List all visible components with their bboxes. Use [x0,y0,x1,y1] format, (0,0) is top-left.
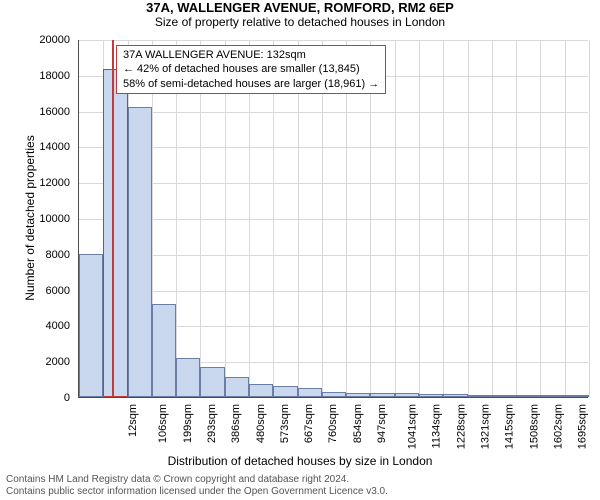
gridline-h [79,291,588,292]
y-tick-label: 10000 [0,213,70,225]
x-tick-label: 1695sqm [577,404,589,449]
histogram-bar [79,254,103,397]
callout-box: 37A WALLENGER AVENUE: 132sqm ← 42% of de… [116,45,386,94]
x-tick-label: 293sqm [206,404,218,443]
x-tick-label: 760sqm [328,404,340,443]
gridline-v [395,40,396,397]
y-tick-label: 2000 [0,356,70,368]
x-tick-label: 199sqm [182,404,194,443]
histogram-bar [419,394,443,397]
histogram-bar [128,107,152,397]
y-tick-label: 0 [0,392,70,404]
histogram-bar [565,395,589,397]
histogram-bar [322,392,346,397]
x-tick-label: 1321sqm [479,404,491,449]
x-tick-label: 667sqm [303,404,315,443]
x-axis-label: Distribution of detached houses by size … [0,454,600,468]
y-tick-label: 16000 [0,106,70,118]
callout-line3: 58% of semi-detached houses are larger (… [123,77,379,91]
y-tick-label: 20000 [0,34,70,46]
x-tick-label: 386sqm [230,404,242,443]
y-tick-label: 6000 [0,285,70,297]
histogram-bar [249,384,273,397]
histogram-bar [370,393,394,397]
y-tick-label: 18000 [0,70,70,82]
callout-line1: 37A WALLENGER AVENUE: 132sqm [123,48,379,62]
x-tick-label: 1134sqm [430,404,442,448]
reference-line [112,40,114,397]
histogram-bar [298,388,322,397]
histogram-bar [492,395,516,397]
y-tick-label: 12000 [0,177,70,189]
gridline-h [79,255,588,256]
chart-container: { "title": "37A, WALLENGER AVENUE, ROMFO… [0,0,600,500]
histogram-bar [346,393,370,397]
x-tick-label: 854sqm [352,404,364,443]
gridline-h [79,40,588,41]
gridline-v [443,40,444,397]
histogram-bar [225,377,249,397]
histogram-bar [468,395,492,397]
histogram-bar [200,367,224,397]
chart-title: 37A, WALLENGER AVENUE, ROMFORD, RM2 6EP [0,0,600,15]
chart-subtitle: Size of property relative to detached ho… [0,15,600,29]
x-tick-label: 1508sqm [528,404,540,449]
x-tick-label: 480sqm [255,404,267,443]
gridline-h [79,147,588,148]
x-tick-label: 1228sqm [455,404,467,449]
x-tick-label: 1602sqm [552,404,564,449]
gridline-v [540,40,541,397]
gridline-h [79,112,588,113]
gridline-v [468,40,469,397]
gridline-v [589,40,590,397]
histogram-bar [152,304,176,397]
footer-line2: Contains public sector information licen… [6,486,594,498]
gridline-v [419,40,420,397]
y-tick-label: 8000 [0,249,70,261]
footer-line1: Contains HM Land Registry data © Crown c… [6,474,594,486]
histogram-bar [395,393,419,397]
x-tick-label: 1041sqm [407,404,419,449]
y-tick-label: 4000 [0,320,70,332]
x-tick-label: 573sqm [279,404,291,443]
histogram-bar [540,395,564,397]
gridline-v [565,40,566,397]
histogram-bar [516,395,540,397]
x-tick-label: 106sqm [158,404,170,443]
gridline-h [79,219,588,220]
gridline-h [79,183,588,184]
histogram-bar [443,394,467,397]
gridline-v [492,40,493,397]
x-tick-label: 1415sqm [504,404,516,449]
x-tick-label: 12sqm [127,404,139,437]
gridline-v [516,40,517,397]
y-tick-label: 14000 [0,141,70,153]
footer: Contains HM Land Registry data © Crown c… [0,474,600,498]
histogram-bar [273,386,297,397]
histogram-bar [176,358,200,397]
histogram-bar [103,69,127,397]
x-tick-label: 947sqm [376,404,388,443]
callout-line2: ← 42% of detached houses are smaller (13… [123,62,379,76]
